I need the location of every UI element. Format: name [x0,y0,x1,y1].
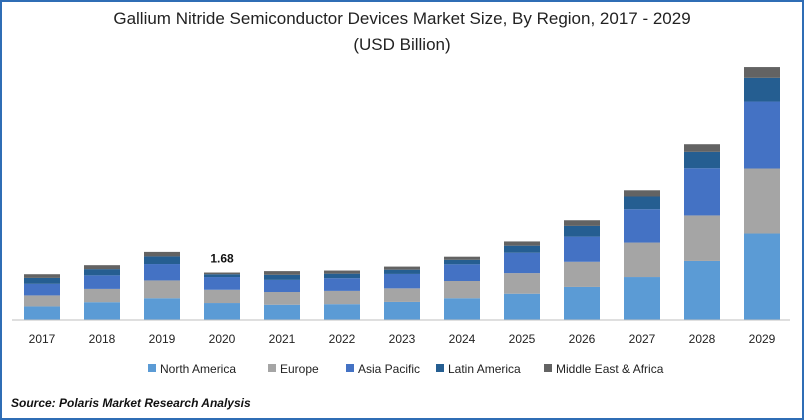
x-tick-label: 2029 [749,332,776,346]
bar-segment-2021-europe [264,292,300,305]
bar-segment-2027-north-america [624,277,660,320]
bar-segment-2023-north-america [384,301,420,320]
bar-segment-2028-middle-east-africa [684,144,720,152]
x-tick-label: 2019 [149,332,176,346]
bar-segment-2028-asia-pacific [684,168,720,216]
legend-label: Middle East & Africa [556,362,664,376]
bar-segment-2017-north-america [24,306,60,320]
chart-subtitle: (USD Billion) [353,35,451,54]
legend-swatch [436,364,444,372]
bar-segment-2017-latin-america [24,277,60,284]
bar-segment-2018-europe [84,288,120,303]
bar-segment-2023-middle-east-africa [384,266,420,270]
bar-segment-2024-asia-pacific [444,264,480,281]
bar-segment-2019-latin-america [144,256,180,265]
x-tick-label: 2027 [629,332,656,346]
bar-segment-2025-europe [504,273,540,294]
bar-segment-2025-middle-east-africa [504,241,540,246]
legend-swatch [268,364,276,372]
bar-segment-2017-europe [24,295,60,307]
x-tick-label: 2023 [389,332,416,346]
legend-label: Asia Pacific [358,362,420,376]
data-label: 1.68 [210,252,234,266]
legend-label: Europe [280,362,319,376]
bar-segment-2022-latin-america [324,273,360,279]
bar-segment-2017-asia-pacific [24,283,60,296]
x-tick-label: 2026 [569,332,596,346]
legend-label: North America [160,362,236,376]
bar-segment-2024-latin-america [444,259,480,265]
bar-segment-2019-asia-pacific [144,264,180,281]
bar-segment-2028-latin-america [684,151,720,169]
x-tick-label: 2025 [509,332,536,346]
bar-segment-2018-middle-east-africa [84,265,120,270]
bar-segment-2029-asia-pacific [744,101,780,169]
bar-segment-2029-middle-east-africa [744,67,780,78]
x-tick-label: 2021 [269,332,296,346]
bar-segment-2020-north-america [204,303,240,320]
x-tick-label: 2024 [449,332,476,346]
bar-segment-2026-europe [564,261,600,287]
bar-segment-2023-latin-america [384,269,420,274]
bar-segment-2022-europe [324,290,360,305]
bar-segment-2020-europe [204,289,240,304]
bar-segment-2022-north-america [324,304,360,320]
bar-segment-2019-north-america [144,298,180,320]
bar-segment-2029-latin-america [744,77,780,102]
legend-label: Latin America [448,362,521,376]
legend-swatch [148,364,156,372]
bar-segment-2025-asia-pacific [504,252,540,274]
bar-segment-2028-north-america [684,260,720,320]
bar-segment-2024-middle-east-africa [444,256,480,260]
bar-segment-2021-middle-east-africa [264,271,300,275]
bar-segment-2018-asia-pacific [84,275,120,289]
bar-segment-2029-europe [744,168,780,234]
bar-segment-2026-middle-east-africa [564,220,600,226]
bar-segment-2021-asia-pacific [264,279,300,293]
bar-segment-2024-north-america [444,298,480,320]
bar-segment-2027-latin-america [624,196,660,210]
bar-segment-2017-middle-east-africa [24,274,60,278]
bar-segment-2020-latin-america [204,274,240,278]
bar-segment-2020-asia-pacific [204,277,240,290]
x-tick-label: 2020 [209,332,236,346]
bar-segment-2026-north-america [564,286,600,320]
x-tick-label: 2028 [689,332,716,346]
bar-segment-2022-asia-pacific [324,278,360,291]
bar-segment-2021-latin-america [264,274,300,280]
bar-segment-2027-europe [624,242,660,278]
bar-segment-2018-north-america [84,302,120,320]
legend-swatch [346,364,354,372]
bar-segment-2029-north-america [744,233,780,320]
bar-segment-2024-europe [444,281,480,299]
x-tick-label: 2017 [29,332,56,346]
x-tick-label: 2022 [329,332,356,346]
bar-segment-2023-asia-pacific [384,273,420,289]
bar-segment-2027-asia-pacific [624,209,660,243]
bar-segment-2021-north-america [264,304,300,320]
x-tick-label: 2018 [89,332,116,346]
bar-segment-2025-north-america [504,293,540,320]
bar-segment-2022-middle-east-africa [324,270,360,274]
bar-segment-2019-middle-east-africa [144,251,180,257]
bar-segment-2026-latin-america [564,225,600,237]
source-note: Source: Polaris Market Research Analysis [11,396,251,410]
legend-swatch [544,364,552,372]
bar-segment-2025-latin-america [504,245,540,253]
chart-title: Gallium Nitride Semiconductor Devices Ma… [113,9,691,28]
bar-segment-2027-middle-east-africa [624,190,660,197]
bar-segment-2026-asia-pacific [564,236,600,262]
bar-segment-2023-europe [384,288,420,302]
bar-segment-2020-middle-east-africa [204,272,240,275]
bar-segment-2018-latin-america [84,269,120,276]
bar-segment-2019-europe [144,280,180,299]
bar-segment-2028-europe [684,215,720,261]
